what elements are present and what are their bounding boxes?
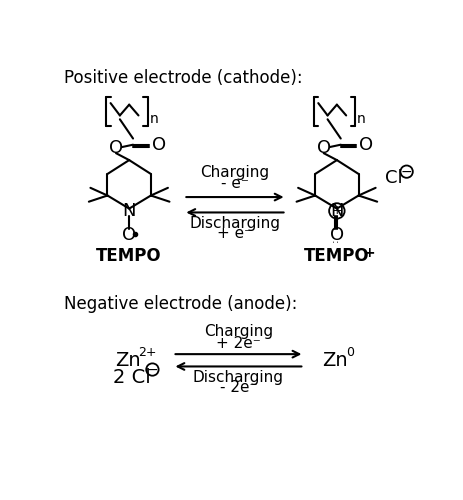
Text: +: +	[332, 204, 342, 218]
Text: Zn: Zn	[115, 351, 140, 370]
Text: Positive electrode (cathode):: Positive electrode (cathode):	[64, 69, 303, 87]
Text: −: −	[401, 164, 413, 178]
Text: 2+: 2+	[138, 346, 157, 359]
Text: −: −	[147, 362, 158, 376]
Text: TEMPO: TEMPO	[304, 247, 369, 265]
Text: O: O	[152, 136, 166, 154]
Text: Discharging: Discharging	[189, 216, 281, 230]
Text: O: O	[317, 139, 331, 157]
Text: - e⁻: - e⁻	[221, 176, 249, 191]
Text: n: n	[357, 112, 366, 126]
Text: :: :	[330, 238, 339, 242]
Text: N: N	[122, 202, 136, 220]
Text: 2 Cl: 2 Cl	[113, 368, 150, 386]
Text: N: N	[330, 202, 344, 220]
Text: 0: 0	[346, 346, 354, 359]
Text: +: +	[363, 246, 375, 260]
Text: + e⁻: + e⁻	[218, 226, 252, 242]
Text: TEMPO: TEMPO	[96, 247, 162, 265]
Text: - 2e⁻: - 2e⁻	[220, 380, 257, 396]
Text: O: O	[330, 226, 344, 244]
Text: O: O	[359, 136, 374, 154]
Text: Zn: Zn	[323, 351, 348, 370]
Text: Negative electrode (anode):: Negative electrode (anode):	[64, 295, 297, 313]
Text: + 2e⁻: + 2e⁻	[216, 336, 261, 351]
Text: O: O	[109, 139, 123, 157]
Text: O: O	[122, 226, 136, 244]
Text: Cl: Cl	[385, 169, 402, 187]
Text: Charging: Charging	[204, 324, 273, 338]
Text: Charging: Charging	[200, 165, 269, 180]
Text: Discharging: Discharging	[193, 370, 284, 384]
Text: n: n	[150, 112, 158, 126]
